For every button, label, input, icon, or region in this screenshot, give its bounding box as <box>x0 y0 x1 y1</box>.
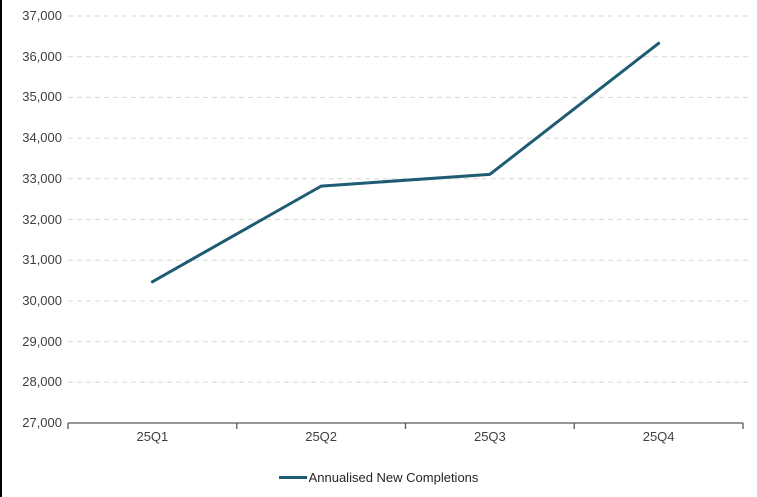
y-tick-label: 31,000 <box>22 252 62 268</box>
x-tick-label: 25Q1 <box>136 429 169 444</box>
y-tick-label: 27,000 <box>22 415 62 430</box>
legend-line-swatch <box>278 475 307 479</box>
y-tick-label: 29,000 <box>22 333 62 349</box>
y-tick-label: 33,000 <box>22 170 62 186</box>
y-tick-label: 30,000 <box>22 292 62 308</box>
y-tick-label: 32,000 <box>22 211 62 227</box>
x-tick-label: 25Q2 <box>305 429 338 444</box>
x-tick-label: 25Q3 <box>473 429 506 444</box>
left-border-line <box>0 0 2 497</box>
y-tick-label: 34,000 <box>22 130 62 146</box>
y-tick-label: 28,000 <box>22 374 62 390</box>
y-tick-label: 37,000 <box>22 8 62 23</box>
y-tick-label: 36,000 <box>22 48 62 64</box>
x-tick-label: 25Q4 <box>642 429 675 444</box>
legend: Annualised New Completions <box>0 468 757 486</box>
legend-label: Annualised New Completions <box>308 469 479 485</box>
data-line-annualised-new-completions <box>150 41 661 284</box>
y-tick-label: 35,000 <box>22 89 62 105</box>
